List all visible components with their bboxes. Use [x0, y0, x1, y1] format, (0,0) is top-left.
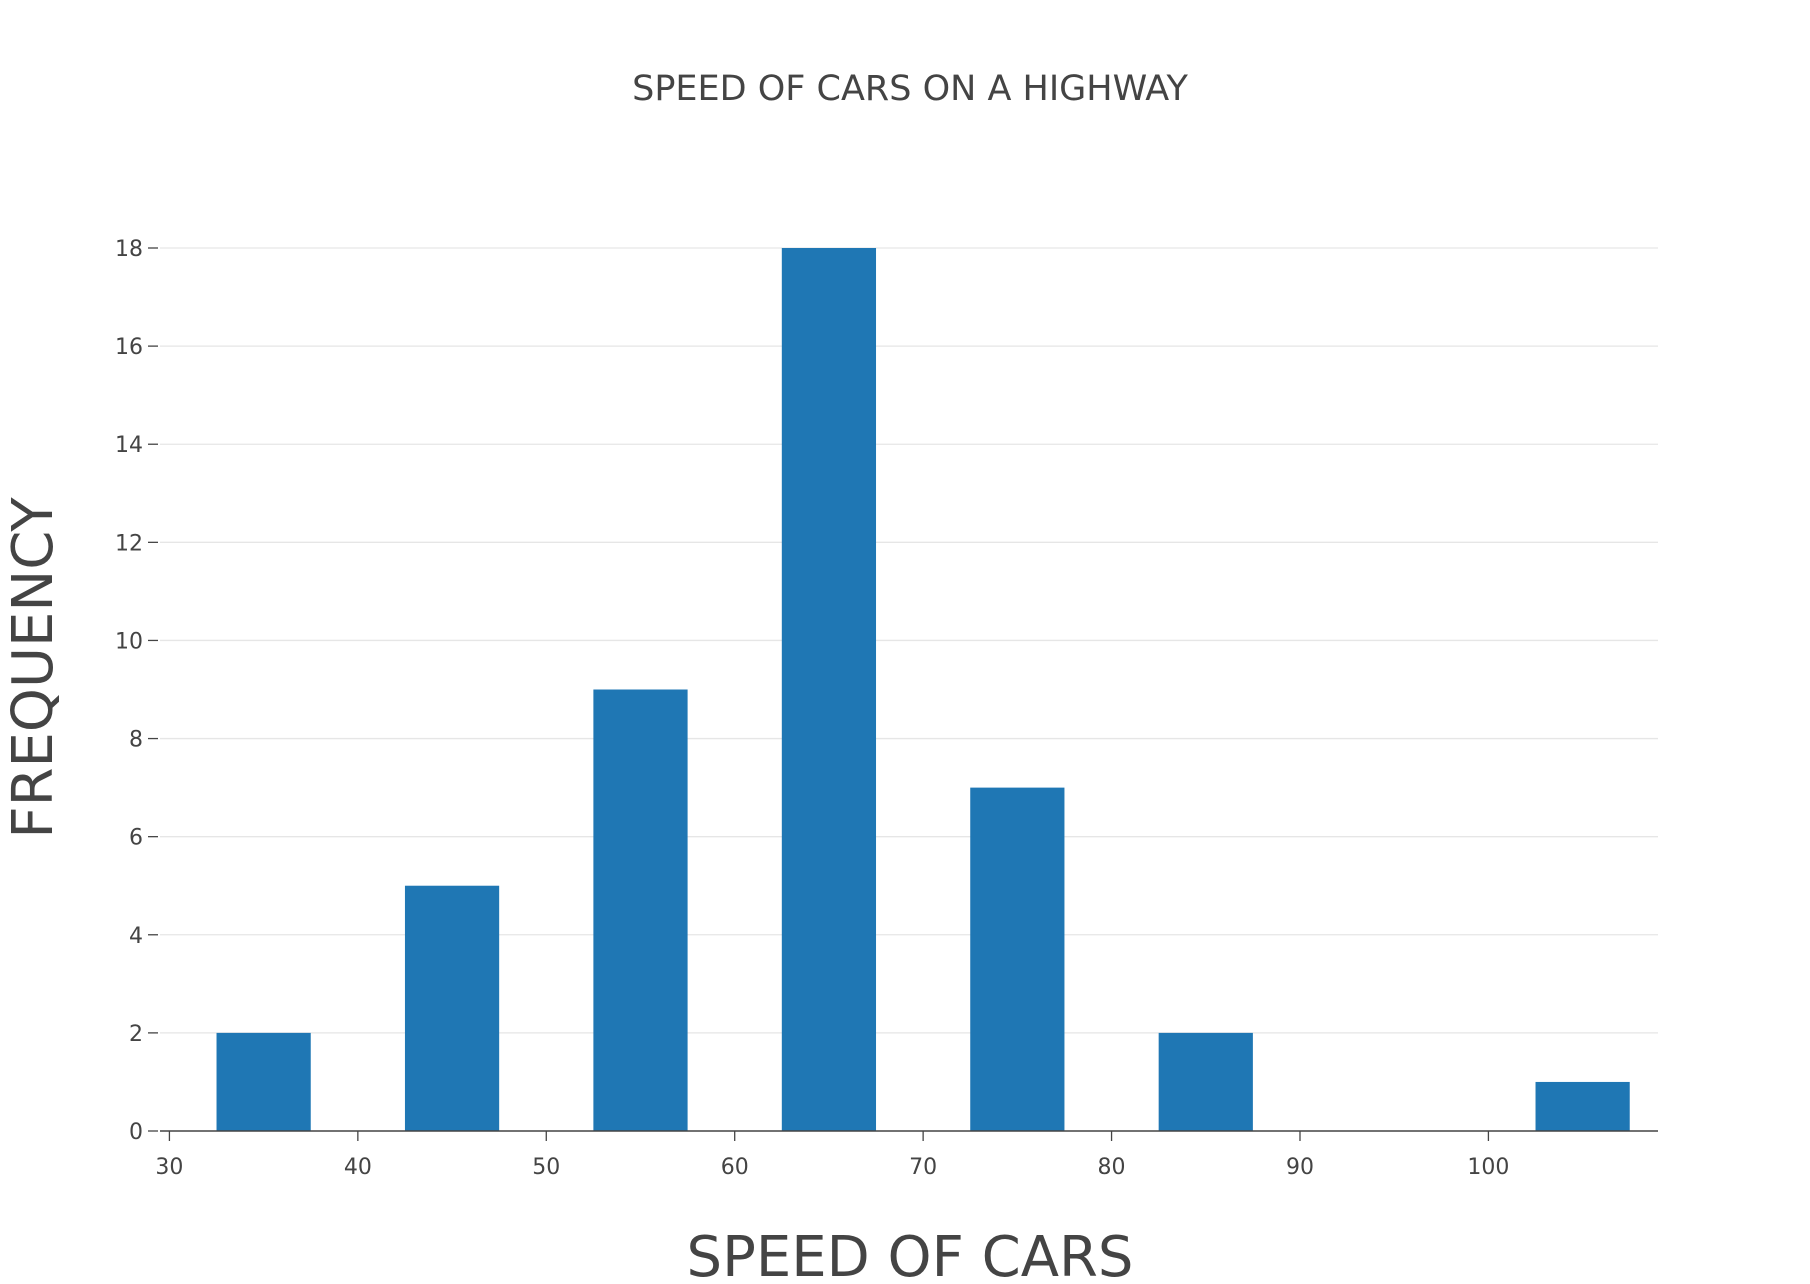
y-tick-label: 0	[129, 1120, 143, 1145]
y-axis-ticks: 0 2 4 6 8 10 12 14 16 18	[115, 237, 158, 1145]
x-tick-label: 60	[721, 1155, 749, 1180]
y-gridlines	[160, 247, 1658, 1034]
x-tick-label: 30	[155, 1155, 183, 1180]
x-axis-title: SPEED OF CARS	[687, 1225, 1134, 1284]
y-tick-label: 6	[129, 826, 143, 851]
bar	[1158, 1032, 1253, 1131]
bar	[1535, 1081, 1630, 1131]
y-tick-label: 12	[115, 531, 143, 556]
y-tick-label: 14	[115, 433, 143, 458]
x-axis-ticks: 30 40 50 60 70 80 90 100	[155, 1131, 1509, 1180]
bar	[216, 1032, 311, 1131]
bar	[970, 787, 1065, 1131]
chart-title: SPEED OF CARS ON A HIGHWAY	[632, 69, 1188, 109]
x-tick-label: 80	[1098, 1155, 1126, 1180]
y-tick-label: 4	[129, 924, 143, 949]
bar	[781, 248, 877, 1131]
y-axis-title: FREQUENCY	[1, 497, 66, 839]
x-tick-label: 100	[1467, 1155, 1509, 1180]
y-tick-label: 16	[115, 335, 143, 360]
y-tick-label: 2	[129, 1022, 143, 1047]
bars	[216, 248, 1630, 1131]
y-tick-label: 8	[129, 728, 143, 753]
bar	[404, 885, 500, 1131]
x-tick-label: 70	[909, 1155, 937, 1180]
x-tick-label: 40	[344, 1155, 372, 1180]
y-tick-label: 10	[115, 629, 143, 654]
x-tick-label: 90	[1286, 1155, 1314, 1180]
x-tick-label: 50	[532, 1155, 560, 1180]
bar	[593, 689, 688, 1131]
y-tick-label: 18	[115, 237, 143, 262]
